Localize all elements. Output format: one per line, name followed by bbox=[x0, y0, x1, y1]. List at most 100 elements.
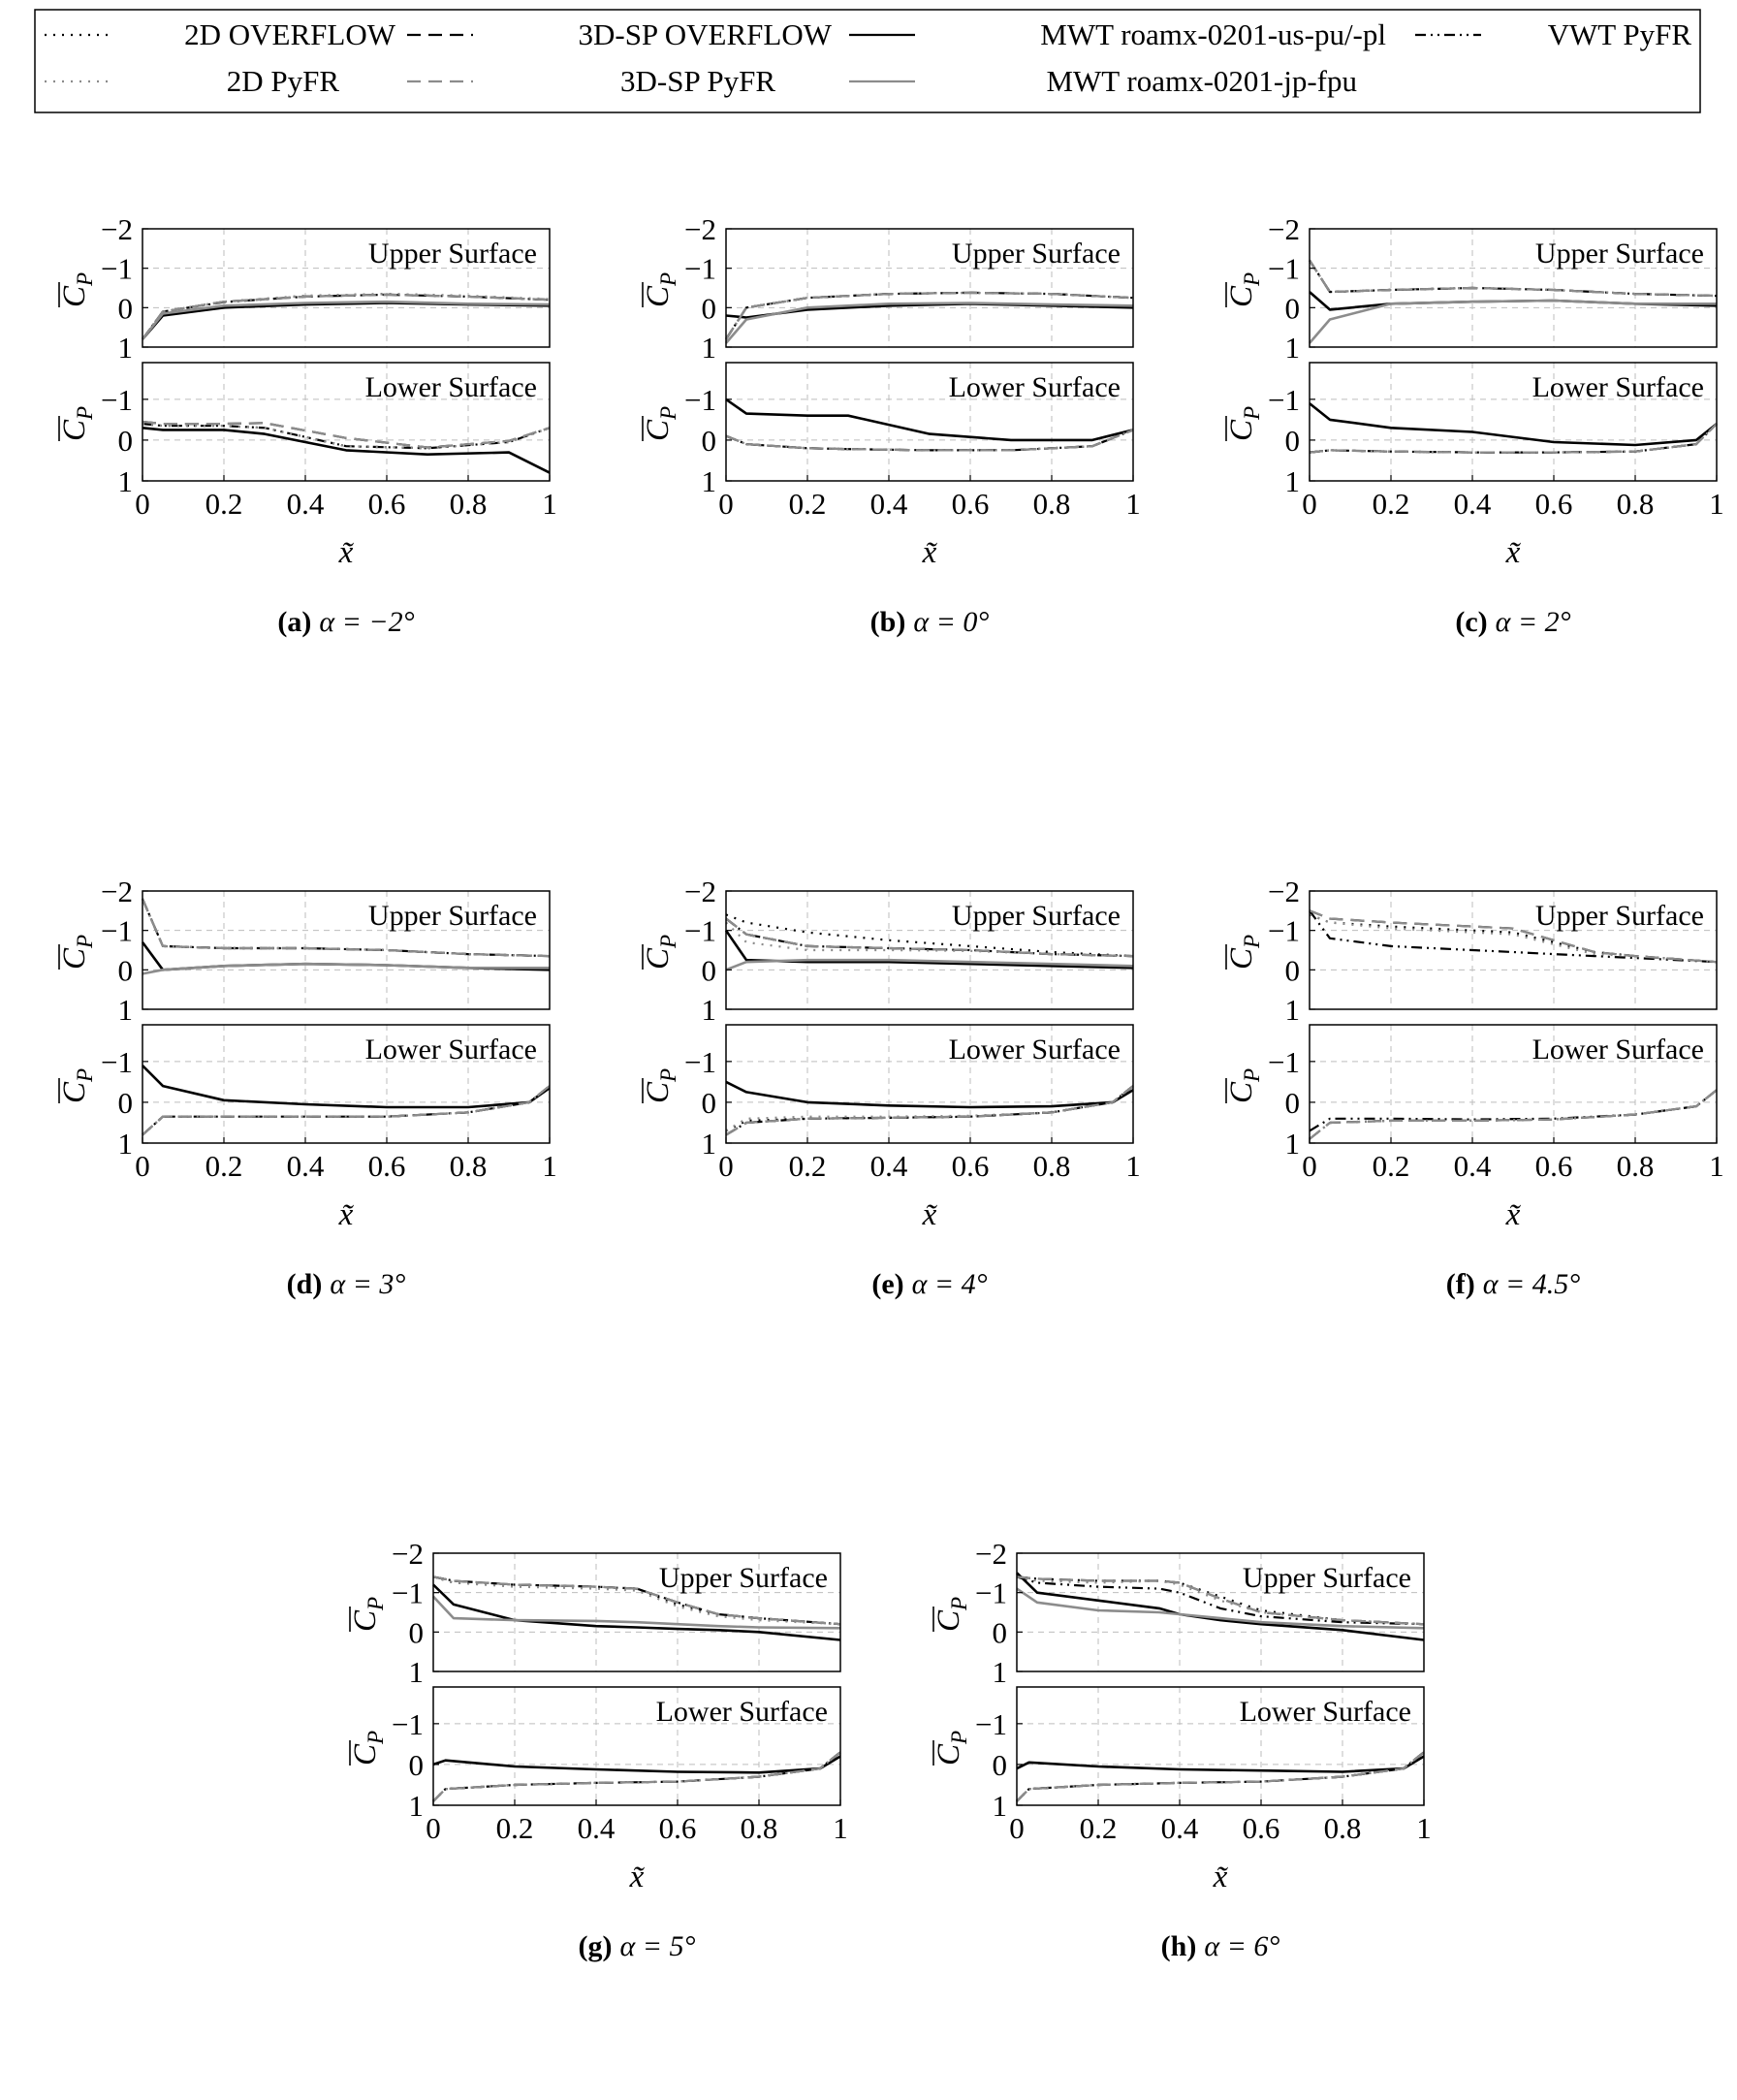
ylabel-main: C bbox=[641, 285, 676, 307]
xtick-label: 0.8 bbox=[1617, 1149, 1655, 1183]
ylabel-subscript: P bbox=[656, 272, 680, 287]
lower-series-3d-sp-overflow bbox=[1309, 1089, 1718, 1140]
ylabel-main: C bbox=[57, 285, 92, 307]
upper-axes-frame bbox=[1016, 1552, 1425, 1672]
ylabel-subscript: P bbox=[1240, 1068, 1264, 1083]
upper-surface-title: Upper Surface bbox=[1243, 1562, 1411, 1594]
lower-surface-title: Lower Surface bbox=[1532, 1034, 1704, 1066]
lower-series-2d-overflow bbox=[1309, 1089, 1718, 1140]
legend: 2D OVERFLOW 3D-SP OVERFLOW MWT roamx-0201-… bbox=[34, 9, 1701, 113]
lower-axes-frame bbox=[1309, 362, 1718, 482]
ylabel-main: C bbox=[57, 947, 92, 970]
xtick-label: 0.8 bbox=[1324, 1811, 1362, 1845]
upper-series-mwt-roamx-0201-jp-fpu bbox=[725, 302, 1134, 344]
caption-tag: (b) bbox=[870, 606, 906, 638]
caption-tag: (d) bbox=[287, 1268, 323, 1300]
lower-axes-frame bbox=[1016, 1686, 1425, 1806]
xlabel: x̃ bbox=[1505, 535, 1522, 570]
upper-ytick-label: −1 bbox=[101, 252, 133, 286]
ylabel-main: C bbox=[57, 419, 92, 441]
upper-ytick-label: −1 bbox=[684, 252, 716, 286]
lower-series-2d-pyfr bbox=[1309, 1089, 1718, 1140]
upper-series-mwt-roamx-0201-jp-fpu bbox=[1016, 1587, 1425, 1630]
upper-surface-title: Upper Surface bbox=[1535, 900, 1704, 932]
lower-series-mwt-roamx-0201-us-pu-pl bbox=[142, 1065, 551, 1109]
panel-caption: (c) α = 2° bbox=[1455, 606, 1570, 638]
lower-series-mwt-roamx-0201-us-pu-pl bbox=[1309, 402, 1718, 447]
xtick-label: 0.8 bbox=[1033, 487, 1071, 521]
caption-tag: (e) bbox=[871, 1268, 903, 1300]
ylabel-subscript: P bbox=[73, 935, 97, 949]
xtick-label: 0.8 bbox=[1617, 487, 1655, 521]
upper-series-mwt-roamx-0201-jp-fpu bbox=[1309, 299, 1717, 344]
lower-ytick-label: −1 bbox=[684, 383, 716, 417]
ylabel-subscript: P bbox=[947, 1597, 971, 1611]
upper-ytick-label: 1 bbox=[993, 1655, 1008, 1689]
panel-caption: (h) α = 6° bbox=[1161, 1930, 1280, 1962]
xtick-label: 0.8 bbox=[1033, 1149, 1071, 1183]
lower-ylabel: CP bbox=[1224, 1068, 1264, 1103]
xtick-label: 0 bbox=[135, 487, 150, 521]
xtick-label: 0.4 bbox=[870, 487, 908, 521]
xtick-label: 0.6 bbox=[952, 487, 990, 521]
lower-series-3d-sp-pyfr bbox=[432, 1751, 841, 1802]
ylabel-subscript: P bbox=[363, 1597, 388, 1611]
lower-surface-title: Lower Surface bbox=[1240, 1696, 1411, 1728]
upper-surface-title: Upper Surface bbox=[952, 238, 1121, 270]
upper-ylabel: CP bbox=[641, 272, 680, 307]
xtick-label: 0.6 bbox=[952, 1149, 990, 1183]
lower-ylabel: CP bbox=[57, 406, 97, 441]
upper-series-3d-sp-pyfr bbox=[142, 293, 551, 340]
lower-ytick-label: 0 bbox=[993, 1748, 1008, 1782]
upper-surface-title: Upper Surface bbox=[368, 900, 537, 932]
ylabel-main: C bbox=[641, 419, 676, 441]
panel-caption: (a) α = −2° bbox=[277, 606, 414, 638]
ylabel-main: C bbox=[1224, 947, 1259, 970]
xtick-label: 0.4 bbox=[870, 1149, 908, 1183]
lower-ytick-label: 0 bbox=[702, 424, 717, 458]
lower-ytick-label: 1 bbox=[1285, 464, 1301, 498]
upper-ytick-label: 1 bbox=[118, 331, 134, 365]
xtick-label: 1 bbox=[542, 487, 557, 521]
lower-ylabel: CP bbox=[57, 1068, 97, 1103]
upper-ytick-label: −2 bbox=[101, 875, 133, 908]
xlabel: x̃ bbox=[1505, 1197, 1522, 1232]
upper-axes-frame bbox=[725, 890, 1134, 1010]
lower-ytick-label: −1 bbox=[684, 1045, 716, 1079]
xtick-label: 0.2 bbox=[789, 487, 827, 521]
upper-series-vwt-pyfr bbox=[1309, 909, 1718, 964]
lower-ylabel: CP bbox=[932, 1731, 971, 1766]
panel-caption: (d) α = 3° bbox=[287, 1268, 406, 1300]
xtick-label: 0.4 bbox=[1454, 1149, 1492, 1183]
lower-surface-title: Lower Surface bbox=[949, 371, 1121, 403]
lower-ylabel: CP bbox=[641, 406, 680, 441]
ylabel-main: C bbox=[1224, 285, 1259, 307]
upper-ytick-label: −2 bbox=[1268, 212, 1300, 246]
xtick-label: 0.2 bbox=[205, 1149, 243, 1183]
panel-caption: (e) α = 4° bbox=[871, 1268, 987, 1300]
lower-surface-title: Lower Surface bbox=[949, 1034, 1121, 1066]
ylabel-main: C bbox=[641, 947, 676, 970]
lower-series-2d-pyfr bbox=[142, 423, 551, 450]
lower-series-3d-sp-overflow bbox=[1016, 1751, 1425, 1802]
upper-ytick-label: −2 bbox=[392, 1537, 424, 1571]
caption-text: α = −2° bbox=[319, 606, 414, 638]
lower-series-3d-sp-pyfr bbox=[142, 1085, 551, 1136]
lower-surface-title: Lower Surface bbox=[656, 1696, 828, 1728]
lower-axes-frame bbox=[1309, 1024, 1718, 1144]
lower-series-3d-sp-pyfr bbox=[725, 429, 1134, 452]
upper-series-3d-sp-pyfr bbox=[1309, 909, 1718, 964]
xtick-label: 0.2 bbox=[789, 1149, 827, 1183]
caption-tag: (g) bbox=[579, 1930, 613, 1962]
lower-series-2d-overflow bbox=[142, 423, 551, 450]
xtick-label: 0.2 bbox=[1373, 1149, 1410, 1183]
xtick-label: 0.4 bbox=[287, 1149, 325, 1183]
lower-series-mwt-roamx-0201-us-pu-pl bbox=[725, 398, 1134, 442]
ylabel-subscript: P bbox=[73, 406, 97, 421]
ylabel-main: C bbox=[932, 1609, 966, 1632]
